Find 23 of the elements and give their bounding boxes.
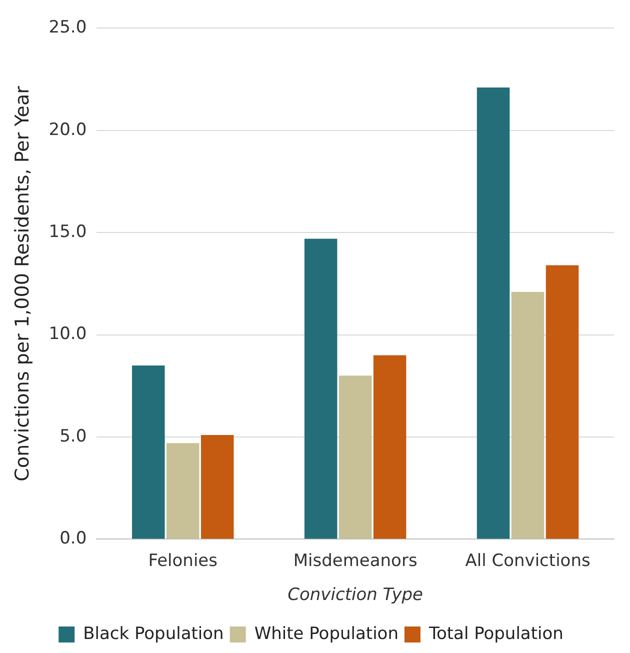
y-tick-label: 20.0 <box>48 120 87 140</box>
bar <box>304 238 338 539</box>
x-axis-title: Conviction Type <box>288 585 424 606</box>
bar <box>132 365 165 539</box>
bar <box>511 292 544 539</box>
y-tick-label: 10.0 <box>48 324 87 344</box>
y-tick-label: 0.0 <box>60 528 87 549</box>
y-tick-label: 15.0 <box>48 222 87 242</box>
y-tick-label: 5.0 <box>60 426 87 446</box>
y-tick-label: 25.0 <box>48 18 87 38</box>
legend-label: White Population <box>254 624 398 644</box>
x-tick-label: Misdemeanors <box>293 550 418 571</box>
bar <box>200 434 234 539</box>
legend-label: Total Population <box>428 624 564 644</box>
bar <box>338 376 372 539</box>
bar <box>166 443 200 539</box>
bar <box>476 87 510 539</box>
bar <box>373 355 406 539</box>
y-axis-title: Convictions per 1,000 Residents, Per Year <box>11 86 34 482</box>
bar <box>546 265 579 539</box>
x-tick-label: Felonies <box>148 550 218 571</box>
x-tick-label: All Convictions <box>465 550 590 571</box>
legend-label: Black Population <box>83 624 224 644</box>
